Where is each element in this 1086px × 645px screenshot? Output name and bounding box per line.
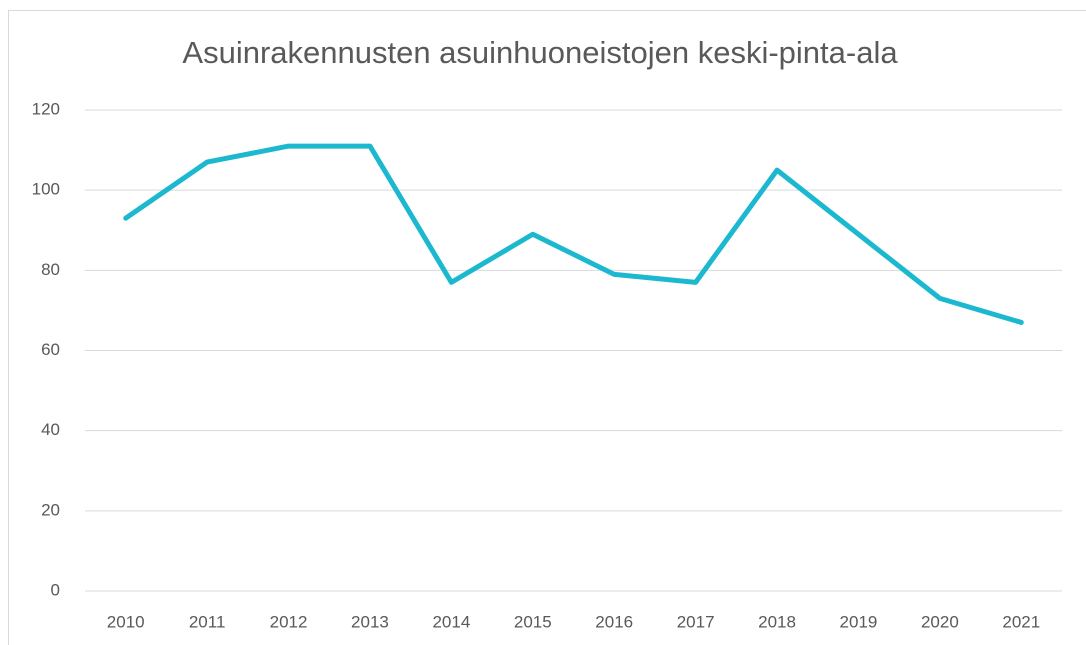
y-tick-label: 40 xyxy=(41,420,60,439)
x-tick-label: 2012 xyxy=(270,612,308,631)
x-tick-label: 2013 xyxy=(351,612,389,631)
x-tick-label: 2014 xyxy=(432,612,470,631)
y-tick-label: 80 xyxy=(41,260,60,279)
chart-frame xyxy=(8,10,1086,645)
x-tick-label: 2015 xyxy=(514,612,552,631)
y-tick-label: 0 xyxy=(51,580,60,599)
y-tick-label: 100 xyxy=(32,180,60,199)
y-tick-label: 20 xyxy=(41,500,60,519)
x-tick-label: 2018 xyxy=(758,612,796,631)
x-tick-label: 2021 xyxy=(1002,612,1040,631)
y-tick-label: 120 xyxy=(32,99,60,118)
x-tick-label: 2016 xyxy=(595,612,633,631)
x-tick-label: 2010 xyxy=(107,612,145,631)
x-tick-label: 2019 xyxy=(840,612,878,631)
chart-title: Asuinrakennusten asuinhuoneistojen keski… xyxy=(182,35,898,70)
x-tick-label: 2011 xyxy=(189,612,226,631)
y-tick-label: 60 xyxy=(41,340,60,359)
x-tick-label: 2020 xyxy=(921,612,959,631)
x-tick-label: 2017 xyxy=(677,612,715,631)
data-line xyxy=(123,143,1024,325)
